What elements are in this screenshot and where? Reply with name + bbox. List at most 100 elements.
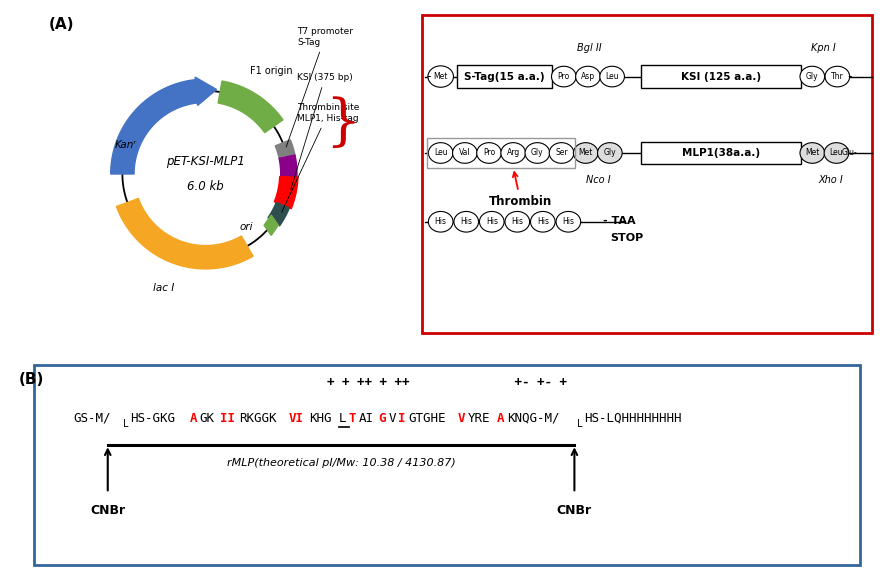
Text: T: T [349,412,356,425]
Circle shape [552,66,576,87]
Text: V: V [458,412,465,425]
Text: His: His [460,218,472,226]
Text: -: - [848,70,852,83]
Circle shape [576,66,600,87]
Text: Xho I: Xho I [818,175,843,185]
Text: T7 promoter
S-Tag: T7 promoter S-Tag [286,27,353,147]
Text: -: - [426,70,431,83]
Text: HS-GKG: HS-GKG [131,412,175,425]
Text: pET-KSI-MLP1: pET-KSI-MLP1 [166,155,245,168]
Text: KHG: KHG [308,412,332,425]
Text: F1 origin: F1 origin [249,66,292,77]
Text: Arg: Arg [507,148,519,158]
Circle shape [549,143,574,164]
Text: AI: AI [358,412,374,425]
Circle shape [573,143,598,164]
Text: CNBr: CNBr [90,503,125,517]
Text: L: L [339,412,346,425]
Text: Pro: Pro [483,148,495,158]
Circle shape [428,212,453,232]
Text: Nco I: Nco I [586,175,611,185]
Circle shape [452,143,477,164]
Polygon shape [116,198,253,269]
Text: GS-M/: GS-M/ [73,412,111,425]
Text: 6.0 kb: 6.0 kb [187,180,224,193]
Polygon shape [264,215,278,235]
Circle shape [428,143,453,164]
Circle shape [556,212,581,232]
Text: Ser: Ser [555,148,568,158]
Text: lac I: lac I [154,284,174,293]
Circle shape [428,66,453,87]
Text: MLP1(38a.a.): MLP1(38a.a.) [682,148,760,158]
Circle shape [525,143,550,164]
Text: rMLP(theoretical pI/Mw: 10.38 / 4130.87): rMLP(theoretical pI/Mw: 10.38 / 4130.87) [227,458,455,467]
Circle shape [501,143,526,164]
Text: His: His [511,218,523,226]
Text: }: } [325,96,360,151]
Text: Asp: Asp [581,72,595,81]
Text: A: A [190,412,198,425]
Text: His: His [536,218,549,226]
Bar [641,142,801,165]
Text: Met: Met [578,148,593,158]
Circle shape [600,66,624,87]
Text: Thr: Thr [831,72,844,81]
Polygon shape [275,140,295,158]
Circle shape [597,143,622,164]
Circle shape [800,66,824,87]
Text: His: His [485,218,498,226]
Text: I: I [398,412,406,425]
Text: V: V [388,412,396,425]
Text: + + ++ + ++              +- +- +: + + ++ + ++ +- +- + [327,376,567,389]
Text: Gly: Gly [806,72,819,81]
Polygon shape [195,77,216,106]
Polygon shape [268,202,290,226]
Text: (B): (B) [19,372,44,387]
Circle shape [530,212,555,232]
Text: Pro: Pro [558,72,570,81]
Text: CNBr: CNBr [557,503,592,517]
Text: G: G [378,412,386,425]
Polygon shape [274,176,298,209]
Bar [641,65,801,88]
Text: His: His [562,218,574,226]
Text: STOP: STOP [610,233,643,243]
Circle shape [800,143,824,164]
Text: Leu: Leu [605,72,619,81]
Circle shape [825,66,849,87]
Text: Kanʳ: Kanʳ [114,140,136,150]
Text: - TAA: - TAA [603,216,636,226]
Text: KSI (125 a.a.): KSI (125 a.a.) [681,71,761,82]
Circle shape [824,143,848,164]
Text: ori: ori [239,222,253,232]
Text: Gly: Gly [603,148,616,158]
Circle shape [479,212,504,232]
Text: Met: Met [805,148,820,158]
Text: YRE: YRE [468,412,490,425]
Text: VI: VI [289,412,304,425]
Circle shape [454,212,478,232]
Text: RKGGK: RKGGK [240,412,277,425]
Text: (A): (A) [48,17,74,32]
Text: Thrombin site
MLP1, His-tag: Thrombin site MLP1, His-tag [282,103,359,212]
Polygon shape [279,155,297,177]
Text: Glu-: Glu- [842,148,857,158]
Text: KSI (375 bp): KSI (375 bp) [291,73,353,189]
Text: Met: Met [434,72,448,81]
Text: Leu: Leu [434,148,448,158]
Bar [457,65,552,88]
Text: S-Tag(15 a.a.): S-Tag(15 a.a.) [464,71,544,82]
Text: HS-LQHHHHHHHH: HS-LQHHHHHHHH [585,412,682,425]
Text: Bgl II: Bgl II [577,43,601,53]
Text: L: L [577,419,583,429]
Text: GTGHE: GTGHE [408,412,445,425]
Text: GK: GK [199,412,215,425]
Bar [427,139,575,168]
Text: His: His [434,218,447,226]
Text: A: A [497,412,505,425]
Text: L: L [122,419,129,429]
Text: Leu: Leu [830,148,843,158]
Text: Gly: Gly [531,148,544,158]
Text: Thrombin: Thrombin [489,172,552,208]
